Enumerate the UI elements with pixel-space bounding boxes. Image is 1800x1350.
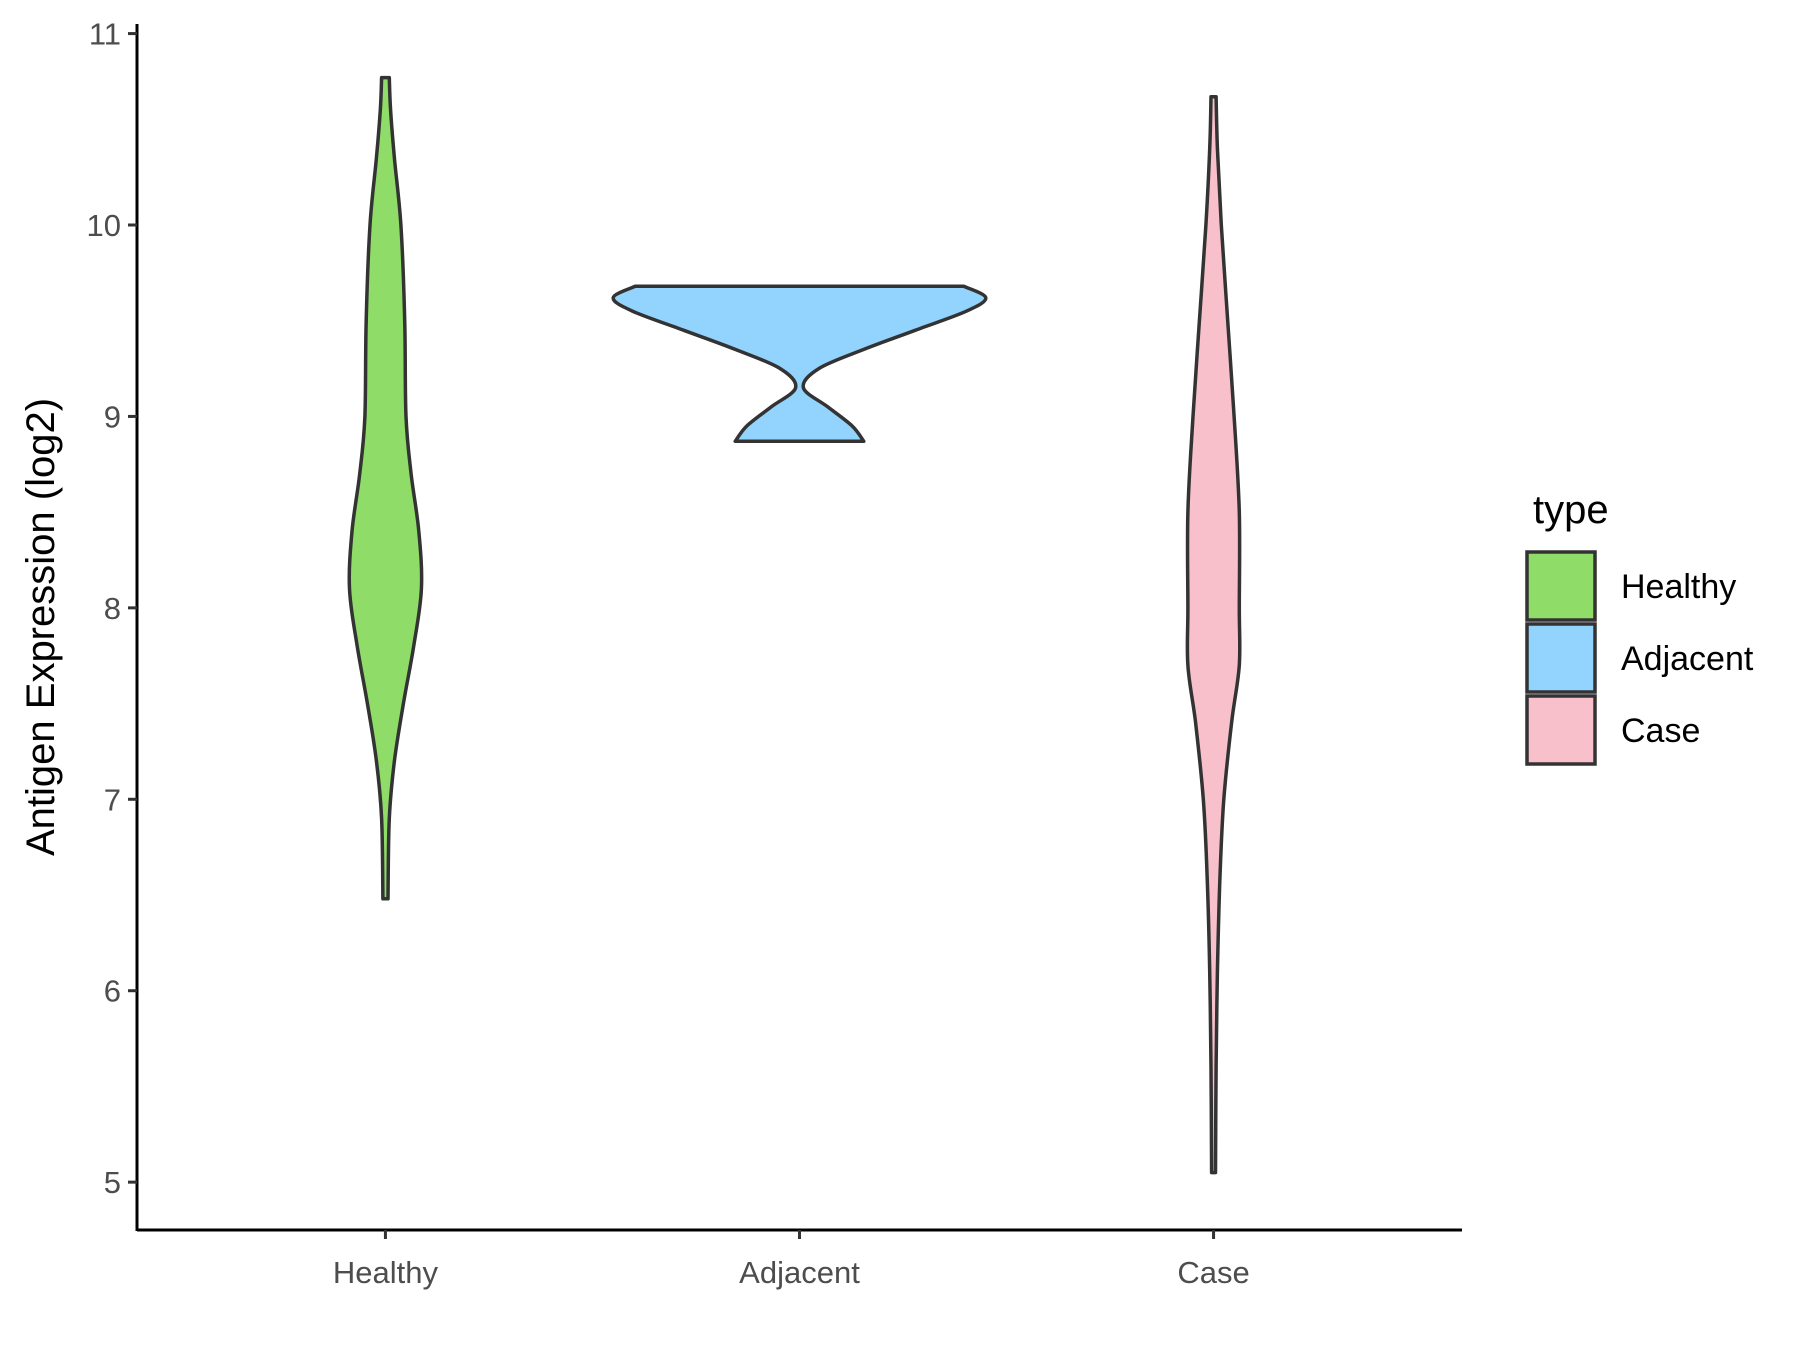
- y-tick-label: 9: [104, 399, 121, 434]
- axes-layer: [135, 24, 1462, 1232]
- legend-label-healthy: Healthy: [1621, 568, 1736, 606]
- x-tick-label-case: Case: [1177, 1255, 1249, 1290]
- legend-title: type: [1533, 488, 1609, 532]
- legend-key-case: [1525, 694, 1597, 766]
- legend-key-healthy: [1525, 550, 1597, 622]
- y-axis-title: Antigen Expression (log2): [19, 398, 63, 856]
- y-tick-label: 6: [104, 974, 121, 1009]
- legend: type Healthy Adjacent Case: [1525, 488, 1754, 766]
- violin-layer: [347, 75, 1242, 1175]
- y-ticks: 5 6 7 8 9 10 11: [87, 17, 137, 1200]
- x-ticks: Healthy Adjacent Case: [333, 1230, 1250, 1290]
- y-tick-label: 8: [104, 591, 121, 626]
- legend-label-adjacent: Adjacent: [1621, 640, 1754, 678]
- legend-key-adjacent: [1525, 622, 1597, 694]
- violin-adjacent: [611, 284, 988, 444]
- x-tick-label-healthy: Healthy: [333, 1255, 439, 1290]
- y-tick-label: 5: [104, 1165, 121, 1200]
- y-tick-label: 11: [89, 17, 121, 52]
- violin-case: [1185, 94, 1242, 1175]
- violin-healthy: [347, 75, 424, 901]
- y-tick-label: 10: [87, 208, 121, 243]
- x-tick-label-adjacent: Adjacent: [739, 1255, 860, 1290]
- y-tick-label: 7: [104, 782, 121, 817]
- legend-label-case: Case: [1621, 712, 1700, 750]
